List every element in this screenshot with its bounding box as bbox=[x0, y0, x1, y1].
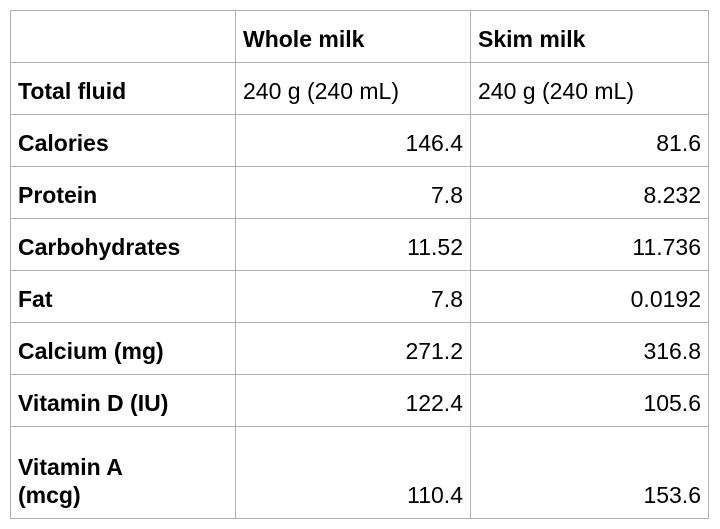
whole-milk-value: 7.8 bbox=[235, 270, 471, 323]
skim-milk-value: 81.6 bbox=[470, 114, 709, 167]
whole-milk-value: 146.4 bbox=[235, 114, 471, 167]
table-row-vitamin-a: Vitamin A (mcg) 110.4 153.6 bbox=[10, 426, 709, 519]
row-label: Fat bbox=[10, 270, 236, 323]
skim-milk-value: 240 g (240 mL) bbox=[470, 62, 709, 115]
table-row-calories: Calories 146.4 81.6 bbox=[10, 114, 709, 167]
whole-milk-value: 110.4 bbox=[235, 426, 471, 519]
column-header-blank bbox=[10, 10, 236, 63]
nutrition-comparison-table: Whole milk Skim milk Total fluid 240 g (… bbox=[10, 10, 709, 519]
table-row-total-fluid: Total fluid 240 g (240 mL) 240 g (240 mL… bbox=[10, 62, 709, 115]
row-label: Calories bbox=[10, 114, 236, 167]
skim-milk-value: 153.6 bbox=[470, 426, 709, 519]
row-label: Protein bbox=[10, 166, 236, 219]
column-header-skim-milk: Skim milk bbox=[470, 10, 709, 63]
whole-milk-value: 122.4 bbox=[235, 374, 471, 427]
whole-milk-value: 7.8 bbox=[235, 166, 471, 219]
skim-milk-value: 105.6 bbox=[470, 374, 709, 427]
skim-milk-value: 316.8 bbox=[470, 322, 709, 375]
whole-milk-value: 271.2 bbox=[235, 322, 471, 375]
row-label: Calcium (mg) bbox=[10, 322, 236, 375]
row-label: Total fluid bbox=[10, 62, 236, 115]
row-label: Vitamin A (mcg) bbox=[10, 426, 236, 519]
table-row-calcium: Calcium (mg) 271.2 316.8 bbox=[10, 322, 709, 375]
table-row-carbohydrates: Carbohydrates 11.52 11.736 bbox=[10, 218, 709, 271]
table-header-row: Whole milk Skim milk bbox=[10, 10, 709, 63]
column-header-whole-milk: Whole milk bbox=[235, 10, 471, 63]
table-row-protein: Protein 7.8 8.232 bbox=[10, 166, 709, 219]
skim-milk-value: 11.736 bbox=[470, 218, 709, 271]
whole-milk-value: 11.52 bbox=[235, 218, 471, 271]
whole-milk-value: 240 g (240 mL) bbox=[235, 62, 471, 115]
row-label: Carbohydrates bbox=[10, 218, 236, 271]
row-label: Vitamin D (IU) bbox=[10, 374, 236, 427]
skim-milk-value: 0.0192 bbox=[470, 270, 709, 323]
row-label-line-1: Vitamin A bbox=[18, 454, 123, 480]
table-row-fat: Fat 7.8 0.0192 bbox=[10, 270, 709, 323]
table-row-vitamin-d: Vitamin D (IU) 122.4 105.6 bbox=[10, 374, 709, 427]
skim-milk-value: 8.232 bbox=[470, 166, 709, 219]
row-label-line-2: (mcg) bbox=[18, 482, 81, 508]
